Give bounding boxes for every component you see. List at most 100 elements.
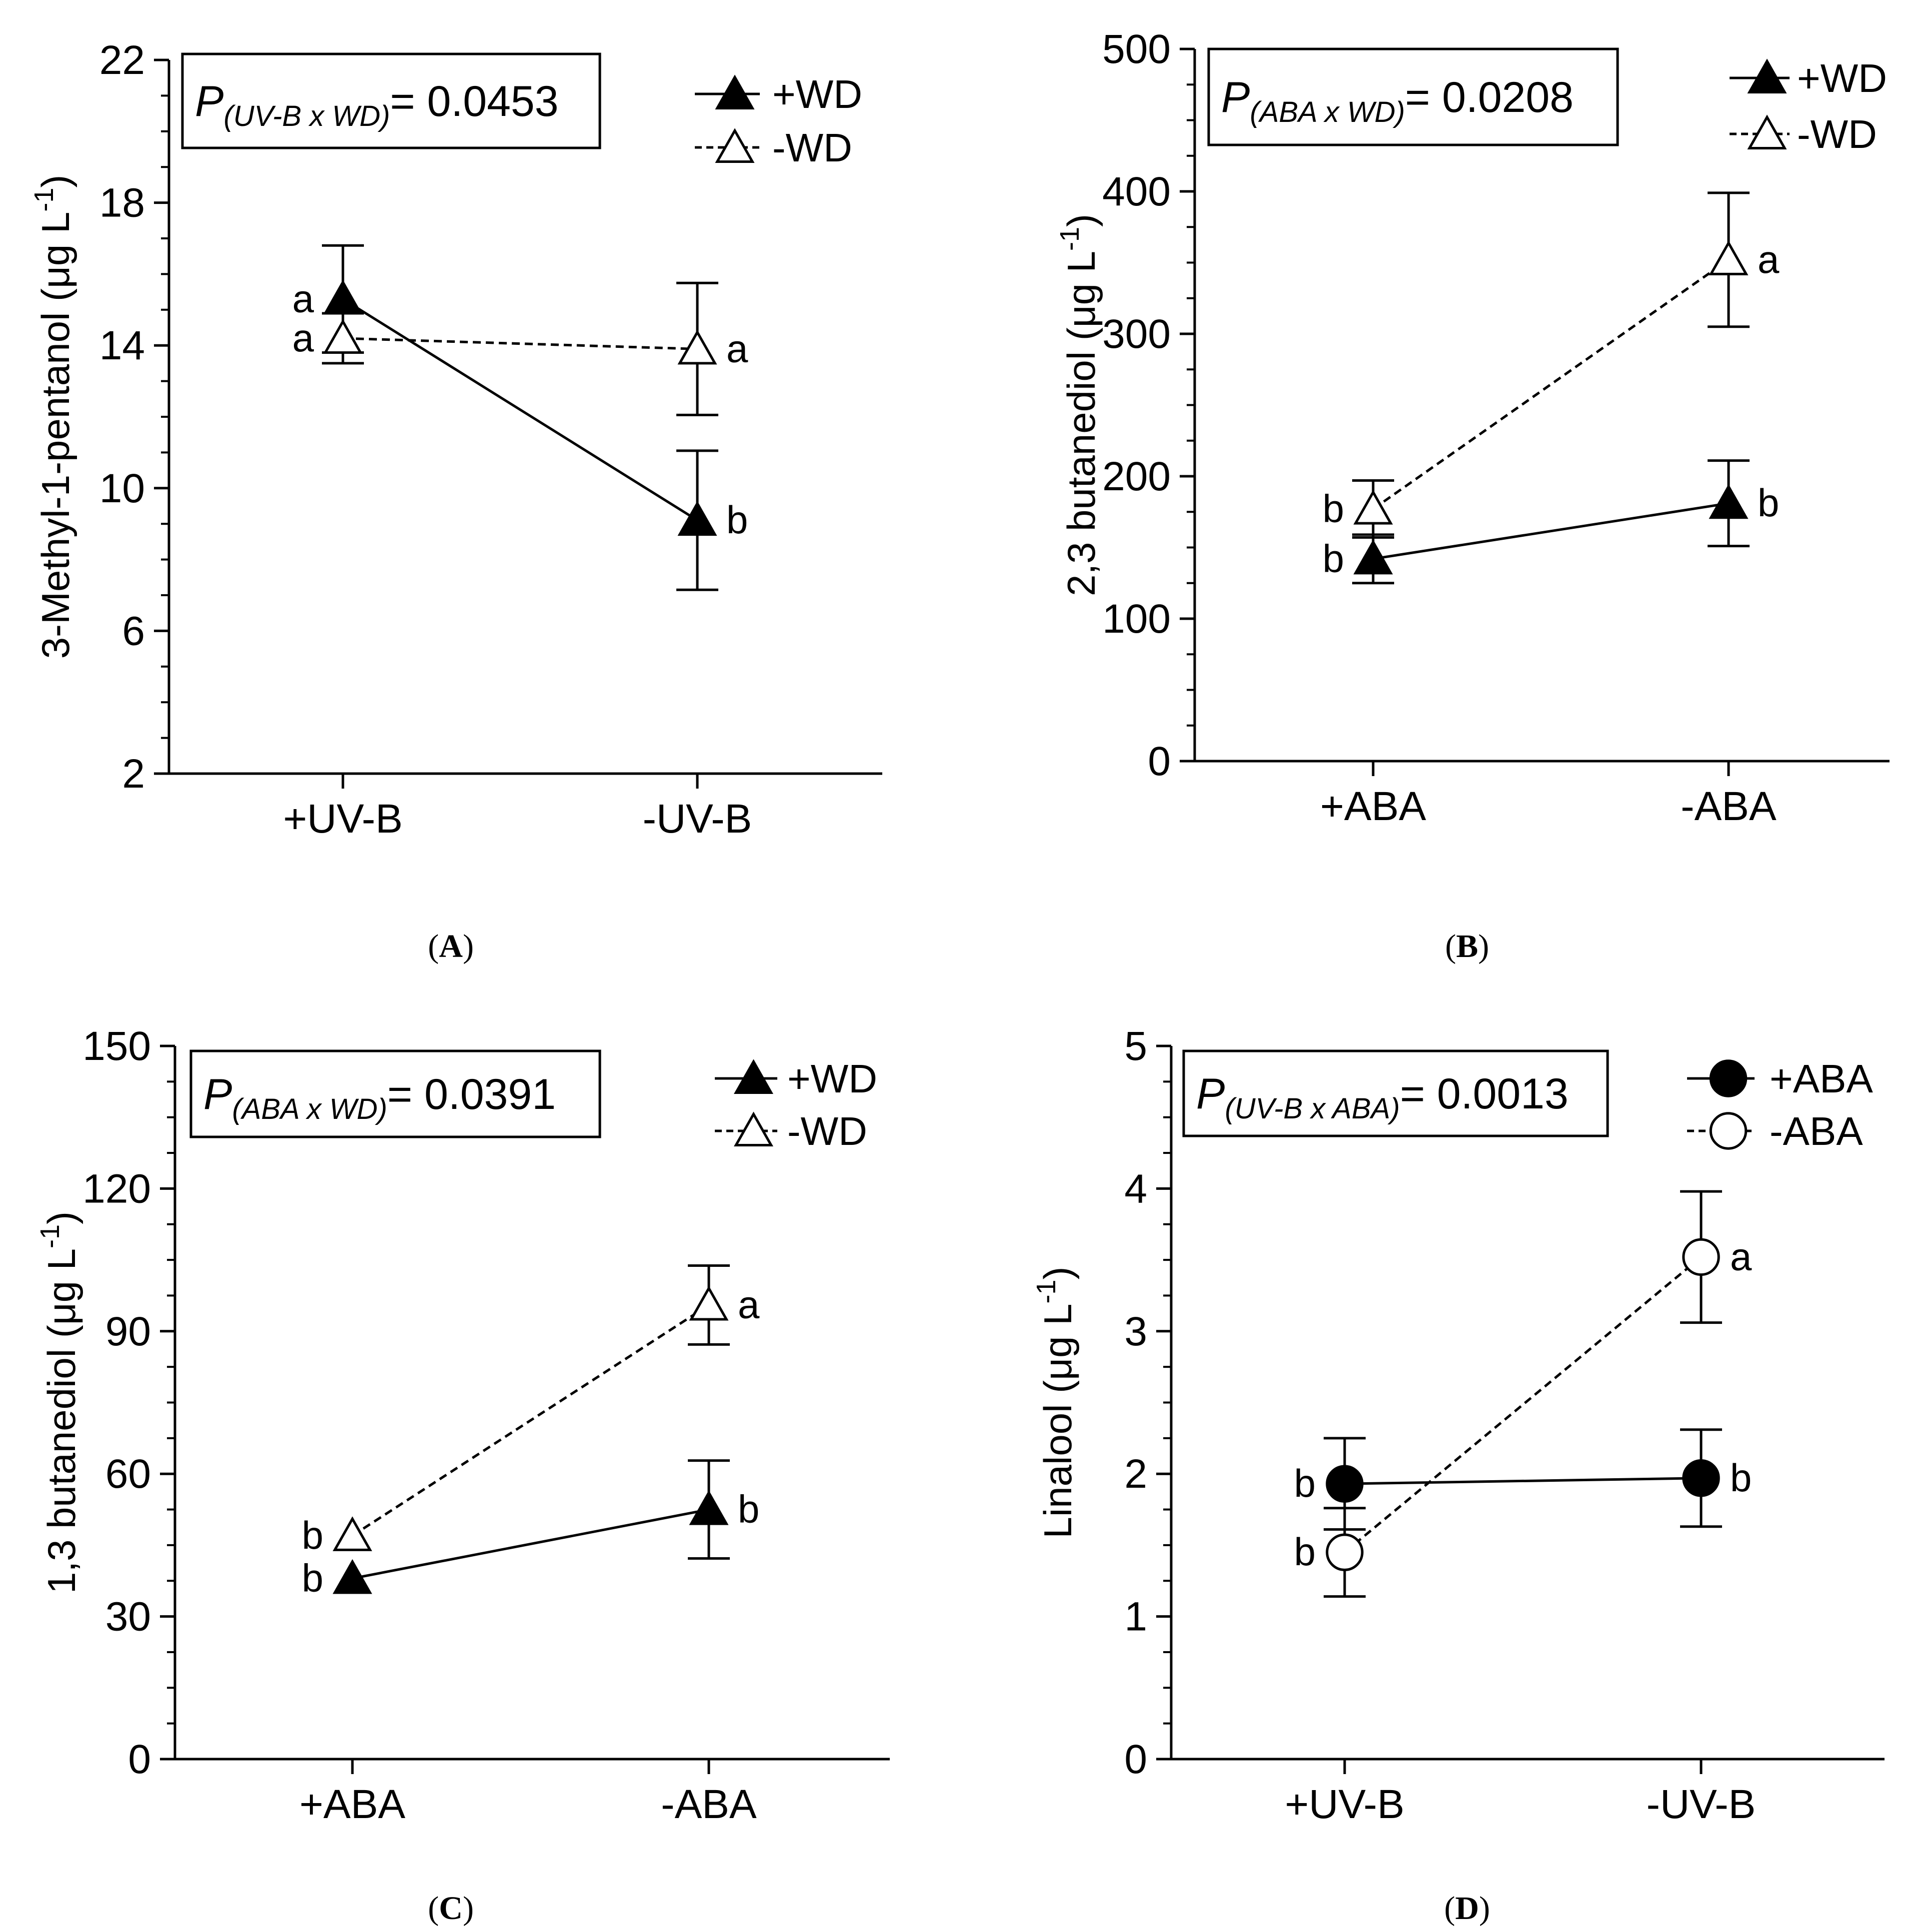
y-axis-label-exponent: -1 bbox=[29, 188, 59, 212]
y-axis-label-main: 1,3 butanediol (μg L bbox=[39, 1248, 83, 1594]
y-axis-label: Linalool (μg L-1) bbox=[1031, 1267, 1080, 1539]
y-tick-label: 5 bbox=[1124, 1023, 1147, 1069]
significance-letter: b bbox=[738, 1487, 759, 1531]
significance-letter: a bbox=[1758, 237, 1780, 281]
legend-entry: -WD bbox=[715, 1109, 867, 1153]
chart-panel-c: 0 30 60 90 120 150 +ABA -ABA 1,3 butanediol (μg … bbox=[35, 1023, 890, 1927]
y-axis-label: 1,3 butanediol (μg L-1) bbox=[35, 1211, 83, 1594]
significance-letter: b bbox=[1758, 481, 1779, 525]
y-axis-label-exponent: -1 bbox=[35, 1224, 65, 1248]
caption-open: ( bbox=[1444, 1890, 1455, 1927]
y-tick-label: 1 bbox=[1124, 1594, 1147, 1640]
y-axis-label-main: Linalool (μg L bbox=[1036, 1304, 1080, 1539]
legend-entry: +WD bbox=[715, 1056, 877, 1101]
legend-entry: -WD bbox=[1730, 112, 1877, 156]
y-tick-label: 400 bbox=[1102, 169, 1171, 214]
y-tick-label: 30 bbox=[105, 1594, 151, 1640]
y-tick-label: 200 bbox=[1102, 454, 1171, 499]
data-point bbox=[1709, 240, 1749, 275]
data-point bbox=[689, 1285, 729, 1321]
p-value-text: = 0.0453 bbox=[390, 77, 558, 125]
y-tick-label: 100 bbox=[1102, 596, 1171, 642]
data-point bbox=[332, 1559, 372, 1594]
data-point bbox=[677, 501, 717, 536]
caption-letter: B bbox=[1456, 928, 1478, 965]
legend-entry: +WD bbox=[695, 72, 862, 116]
legend-marker bbox=[715, 74, 755, 110]
y-tick-label: 3 bbox=[1124, 1309, 1147, 1354]
y-tick-label: 2 bbox=[122, 751, 145, 797]
y-tick-label: 14 bbox=[99, 323, 145, 368]
p-subscript: (ABA x WD) bbox=[1250, 96, 1405, 128]
data-point bbox=[689, 1490, 729, 1525]
y-tick-label: 90 bbox=[105, 1309, 151, 1354]
y-tick-label: 120 bbox=[82, 1166, 151, 1211]
legend-label: +WD bbox=[787, 1056, 877, 1101]
chart-panel-a: 2 6 10 14 18 22 +UV-B -UV-B 3-Methyl-1-pentanol … bbox=[29, 37, 882, 965]
interaction-p-value: P(ABA x WD)= 0.0208 bbox=[1221, 73, 1574, 128]
legend-label: +WD bbox=[1797, 56, 1887, 100]
p-subscript: (UV-B x ABA) bbox=[1225, 1092, 1400, 1125]
x-tick-label: +ABA bbox=[1320, 784, 1426, 829]
y-tick-label: 0 bbox=[128, 1737, 151, 1782]
significance-letter: b bbox=[302, 1556, 323, 1600]
panel-caption: (B) bbox=[1445, 928, 1489, 965]
interaction-p-value-box bbox=[189, 1049, 601, 1138]
significance-letter: b bbox=[1323, 487, 1344, 531]
series-filled: bb bbox=[302, 1459, 759, 1600]
y-axis-label-exponent: -1 bbox=[1031, 1280, 1061, 1304]
y-axis-label-close: ) bbox=[39, 1211, 83, 1224]
legend-marker bbox=[1709, 1112, 1748, 1150]
y-tick-label: 6 bbox=[122, 608, 145, 654]
series-line bbox=[351, 1304, 710, 1537]
chart-panel-d: 0 1 2 3 4 5 +UV-B -UV-B Linalool (μg L-1) P(UV-B … bbox=[1031, 1023, 1885, 1927]
y-tick-label: 18 bbox=[99, 180, 145, 226]
caption-close: ) bbox=[1479, 1890, 1490, 1927]
p-symbol: P bbox=[195, 77, 223, 125]
significance-letter: b bbox=[1294, 1530, 1316, 1574]
data-point bbox=[1326, 1533, 1364, 1571]
x-tick-label: +UV-B bbox=[1285, 1782, 1404, 1827]
significance-letter: b bbox=[1323, 536, 1344, 580]
p-subscript: (UV-B x WD) bbox=[223, 100, 390, 132]
series-line bbox=[342, 298, 698, 522]
y-axis-label: 2,3 butanediol (μg L-1) bbox=[1055, 214, 1103, 596]
y-tick-label: 0 bbox=[1148, 739, 1171, 784]
series-open: ba bbox=[302, 1264, 760, 1557]
legend-entry: +ABA bbox=[1687, 1056, 1873, 1101]
data-point bbox=[323, 319, 363, 354]
y-tick-label: 150 bbox=[82, 1023, 151, 1069]
y-tick-label: 22 bbox=[99, 37, 145, 83]
significance-letter: b bbox=[726, 498, 748, 542]
legend-marker bbox=[734, 1111, 773, 1147]
y-axis-label-exponent: -1 bbox=[1055, 227, 1085, 251]
series-line bbox=[1373, 502, 1729, 560]
y-tick-label: 500 bbox=[1102, 26, 1171, 72]
significance-letter: a bbox=[1730, 1234, 1752, 1278]
panel-caption: (C) bbox=[428, 1890, 474, 1927]
data-point bbox=[1709, 484, 1749, 519]
series-line bbox=[1344, 1256, 1702, 1554]
y-tick-label: 10 bbox=[99, 466, 145, 511]
y-axis-label-close: ) bbox=[33, 175, 77, 188]
legend-marker bbox=[715, 128, 755, 163]
p-symbol: P bbox=[1196, 1070, 1225, 1118]
interaction-p-value: P(ABA x WD)= 0.0391 bbox=[203, 1070, 556, 1125]
legend-label: -ABA bbox=[1770, 1109, 1863, 1153]
panel-caption: (D) bbox=[1444, 1890, 1490, 1927]
significance-letter: a bbox=[738, 1282, 760, 1326]
legend-entry: -ABA bbox=[1687, 1109, 1863, 1153]
series-filled: ab bbox=[292, 244, 748, 591]
interaction-p-value: P(UV-B x WD)= 0.0453 bbox=[195, 77, 558, 132]
series-line bbox=[1344, 1477, 1702, 1485]
x-tick-label: -UV-B bbox=[1647, 1782, 1756, 1827]
y-axis-label-close: ) bbox=[1036, 1267, 1080, 1280]
legend-label: -WD bbox=[1797, 112, 1877, 156]
caption-close: ) bbox=[463, 1890, 474, 1927]
x-tick-label: -ABA bbox=[1681, 784, 1777, 829]
y-axis-label: 3-Methyl-1-pentanol (μg L-1) bbox=[29, 175, 77, 659]
p-value-text: = 0.0013 bbox=[1400, 1070, 1569, 1118]
